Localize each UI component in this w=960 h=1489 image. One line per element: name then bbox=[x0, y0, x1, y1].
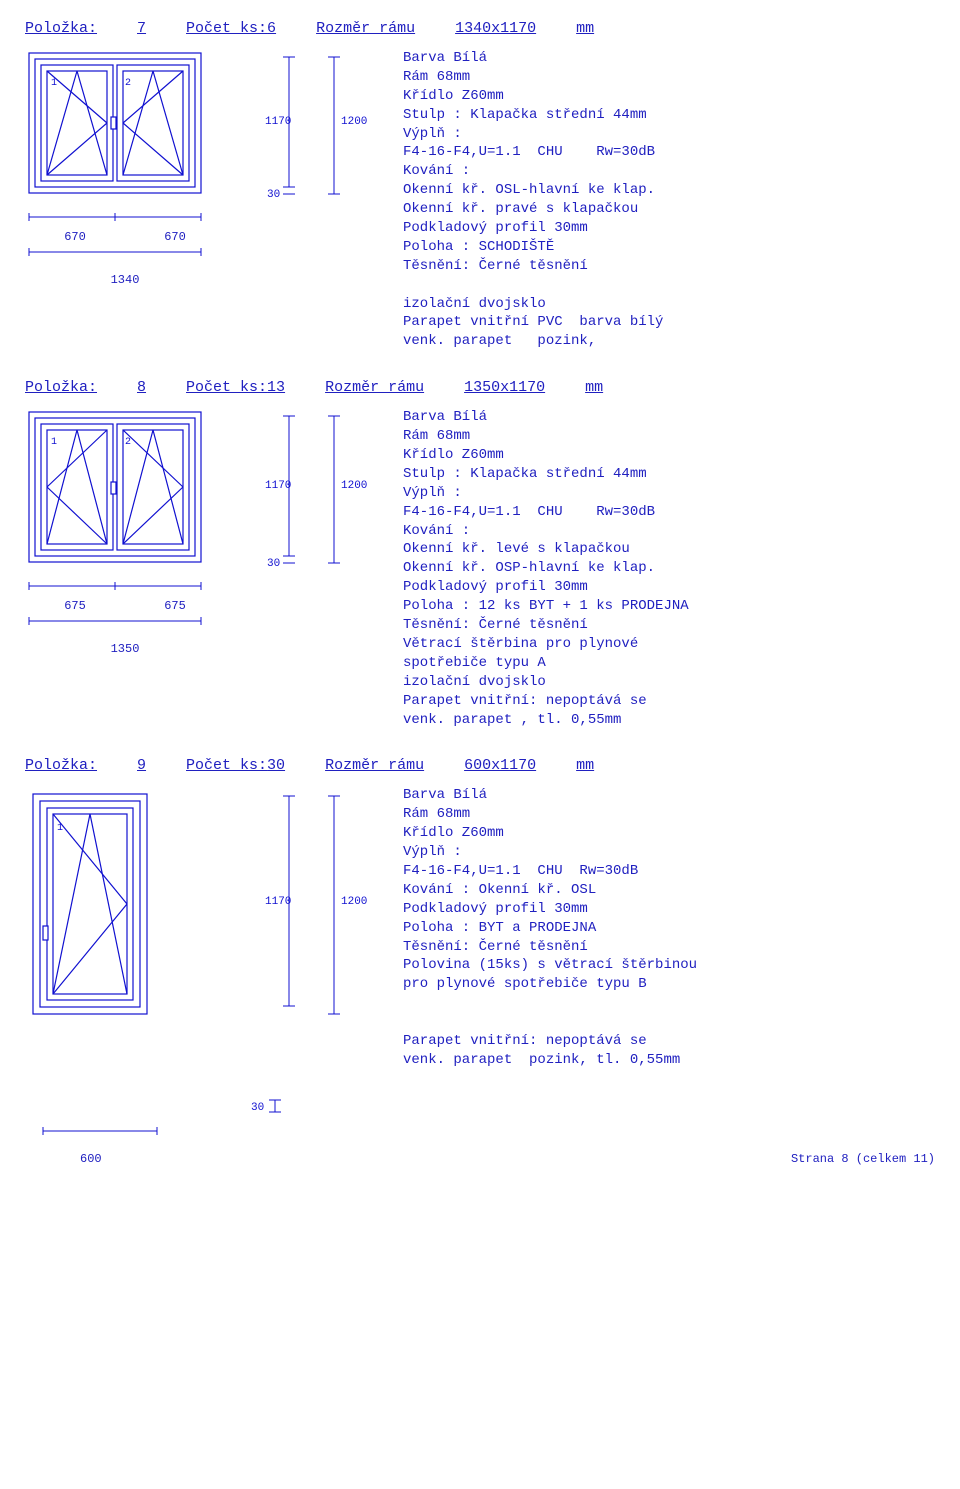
hdr-size: 1350x1170 bbox=[464, 379, 545, 396]
item9-drawing: 1 bbox=[25, 786, 225, 1069]
vdim-svg: 1170 1200 bbox=[259, 786, 369, 1026]
dim-width: 1340 bbox=[25, 273, 225, 287]
hdr-unit: mm bbox=[585, 379, 603, 396]
hdr-count: Počet ks:6 bbox=[186, 20, 276, 37]
svg-text:1: 1 bbox=[51, 78, 57, 89]
dim-split: 675675 bbox=[25, 599, 225, 613]
item7-vdim: 1170 1200 30 bbox=[249, 49, 379, 351]
item7-desc: Barva Bílá Rám 68mm Křídlo Z60mm Stulp :… bbox=[403, 49, 935, 351]
hdr-num: 8 bbox=[137, 379, 146, 396]
dim-bar bbox=[25, 209, 205, 223]
svg-text:30: 30 bbox=[251, 1102, 264, 1114]
window-svg: 1 2 bbox=[25, 408, 205, 578]
item9-header: Položka: 9 Počet ks:30 Rozměr rámu 600x1… bbox=[25, 757, 935, 774]
hdr-label: Položka: bbox=[25, 757, 97, 774]
item9-prof-dim: 30 bbox=[245, 1098, 935, 1123]
window-svg: 1 2 bbox=[25, 49, 205, 209]
dim-split: 670670 bbox=[25, 230, 225, 244]
item7-header: Položka: 7 Počet ks:6 Rozměr rámu 1340x1… bbox=[25, 20, 935, 37]
hdr-unit: mm bbox=[576, 20, 594, 37]
dim-bar-total bbox=[25, 613, 205, 627]
hdr-size-label: Rozměr rámu bbox=[316, 20, 415, 37]
item8-desc: Barva Bílá Rám 68mm Křídlo Z60mm Stulp :… bbox=[403, 408, 935, 729]
svg-text:1200: 1200 bbox=[341, 896, 367, 908]
item8-header: Položka: 8 Počet ks:13 Rozměr rámu 1350x… bbox=[25, 379, 935, 396]
dim-bar-total bbox=[25, 244, 205, 258]
window-svg: 1 bbox=[25, 786, 155, 1026]
item8-row: 1 2 675675 1350 1170 1200 30 Barva Bí bbox=[25, 408, 935, 729]
item7-row: 1 2 670670 1340 1170 1200 30 bbox=[25, 49, 935, 351]
svg-text:1: 1 bbox=[51, 437, 57, 448]
dim-bar bbox=[25, 578, 205, 592]
vdim-svg: 1170 1200 30 bbox=[259, 408, 369, 568]
item9-desc: Barva Bílá Rám 68mm Křídlo Z60mm Výplň :… bbox=[403, 786, 935, 1069]
svg-text:1170: 1170 bbox=[265, 896, 291, 908]
hdr-size: 1340x1170 bbox=[455, 20, 536, 37]
hdr-size: 600x1170 bbox=[464, 757, 536, 774]
vdim-prof: 30 bbox=[267, 189, 280, 199]
hdr-count: Počet ks:30 bbox=[186, 757, 285, 774]
page-number: Strana 8 (celkem 11) bbox=[791, 1152, 935, 1166]
svg-text:2: 2 bbox=[125, 78, 131, 89]
svg-text:1200: 1200 bbox=[341, 480, 367, 492]
hdr-size-label: Rozměr rámu bbox=[325, 379, 424, 396]
hdr-label: Položka: bbox=[25, 20, 97, 37]
svg-text:30: 30 bbox=[267, 558, 280, 568]
svg-text:1: 1 bbox=[57, 823, 63, 834]
footer-dim-bar bbox=[35, 1123, 165, 1139]
svg-text:1170: 1170 bbox=[265, 480, 291, 492]
hdr-unit: mm bbox=[576, 757, 594, 774]
hdr-label: Položka: bbox=[25, 379, 97, 396]
svg-text:2: 2 bbox=[125, 437, 131, 448]
item8-drawing: 1 2 675675 1350 bbox=[25, 408, 225, 729]
dim-width: 1350 bbox=[25, 642, 225, 656]
vdim-oh: 1200 bbox=[341, 116, 367, 128]
item7-drawing: 1 2 670670 1340 bbox=[25, 49, 225, 351]
hdr-count: Počet ks:13 bbox=[186, 379, 285, 396]
footer-dim: 600 bbox=[80, 1152, 102, 1166]
page-footer: 600 Strana 8 (celkem 11) bbox=[25, 1152, 935, 1166]
hdr-num: 7 bbox=[137, 20, 146, 37]
hdr-size-label: Rozměr rámu bbox=[325, 757, 424, 774]
item9-vdim: 1170 1200 bbox=[249, 786, 379, 1069]
item8-vdim: 1170 1200 30 bbox=[249, 408, 379, 729]
item9-row: 1 1170 1200 Barva Bílá Rám 68mm Křídlo Z… bbox=[25, 786, 935, 1069]
vdim-svg: 1170 1200 30 bbox=[259, 49, 369, 199]
vdim-h: 1170 bbox=[265, 116, 291, 128]
hdr-num: 9 bbox=[137, 757, 146, 774]
